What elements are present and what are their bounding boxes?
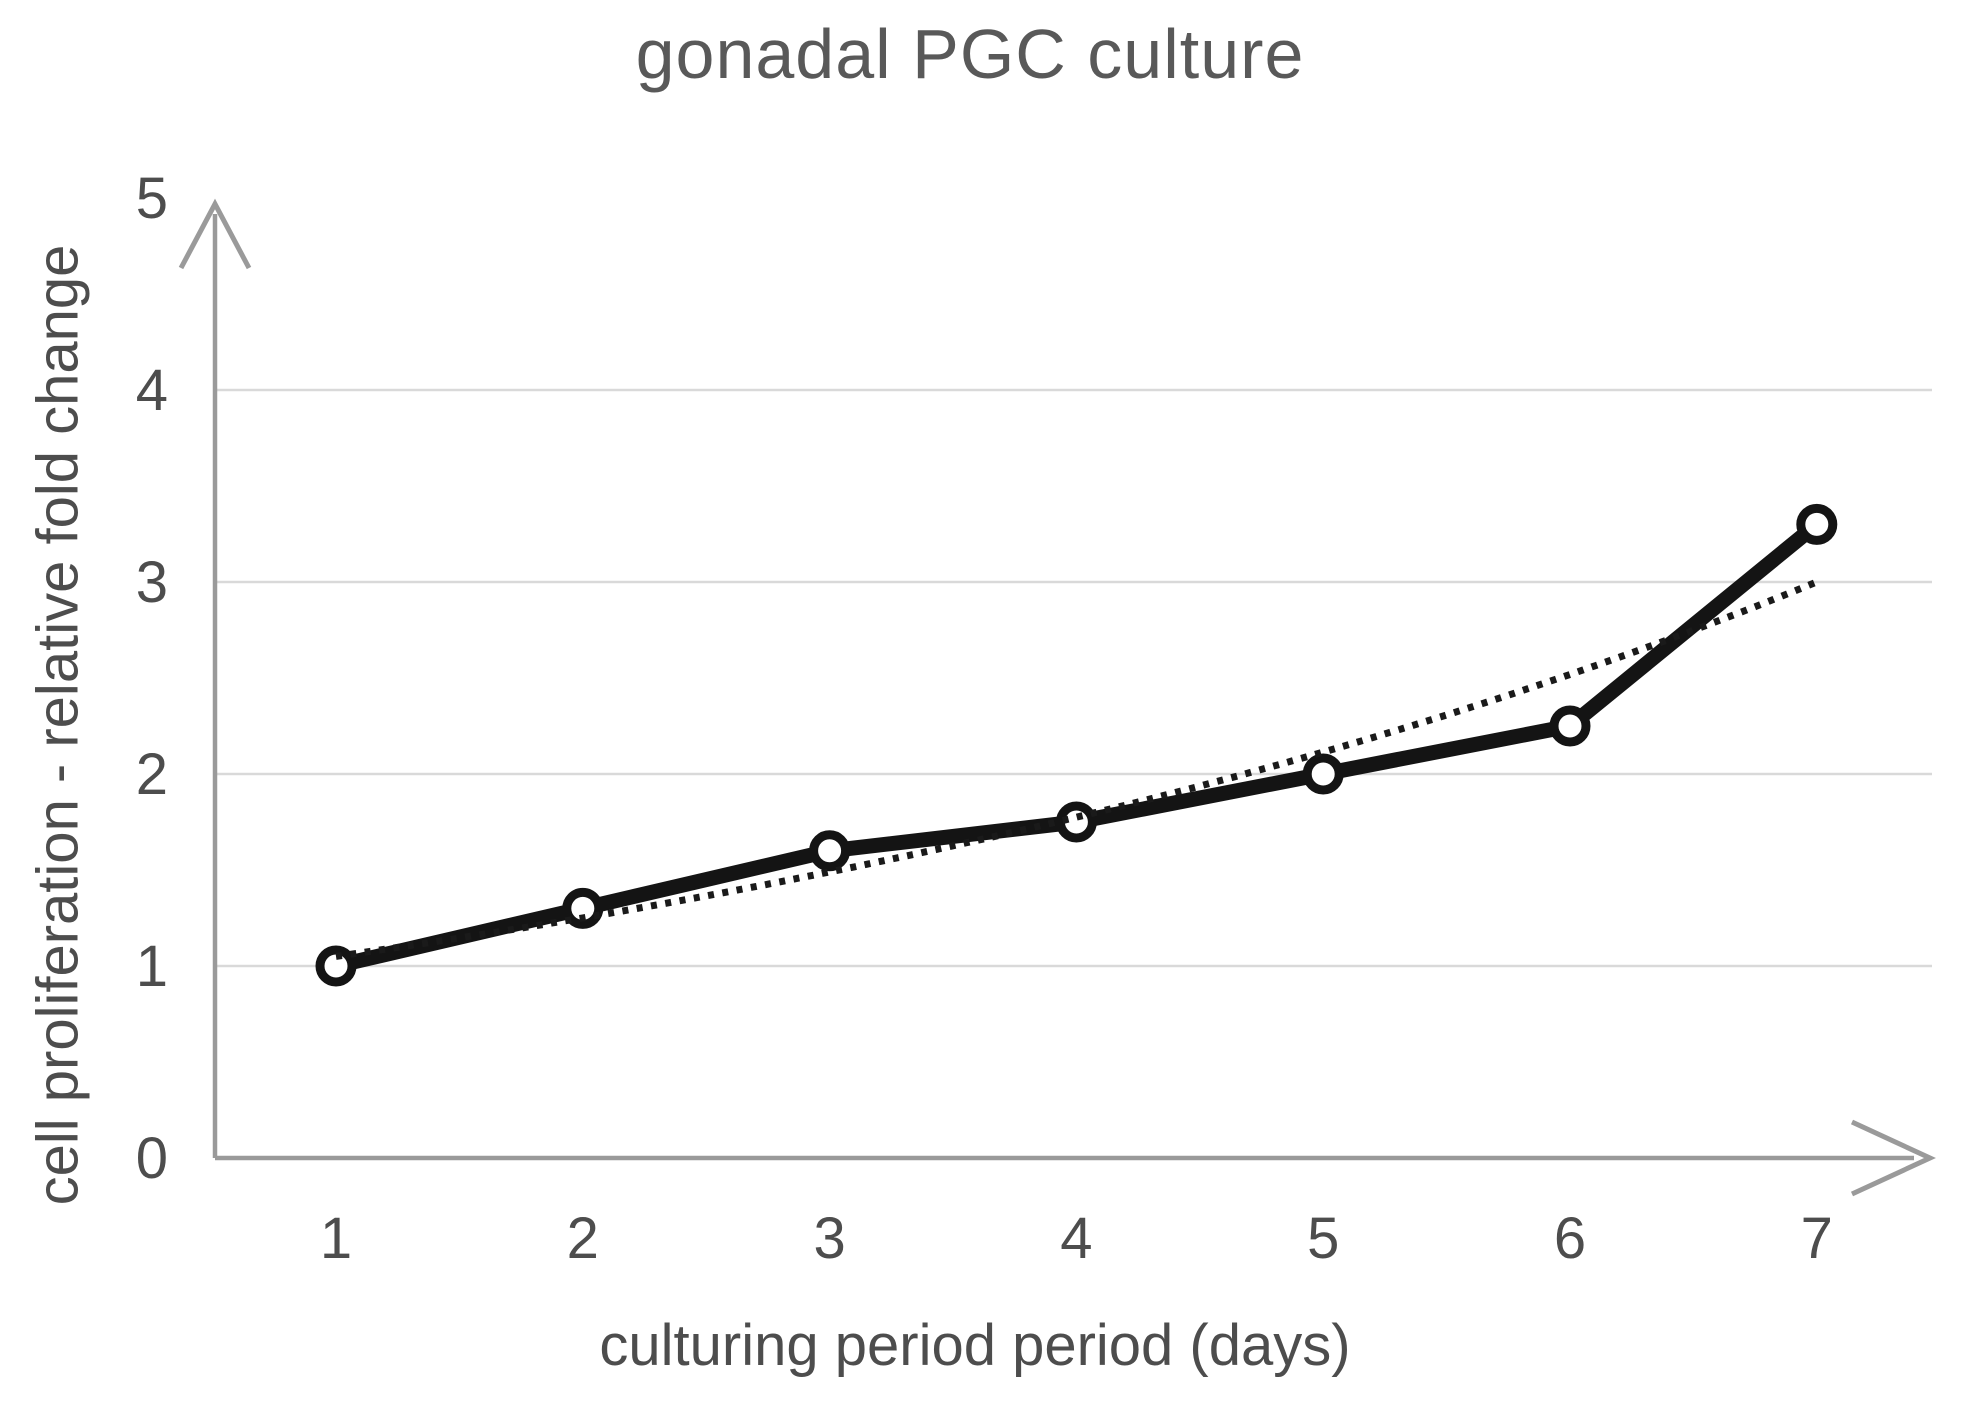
x-tick-label: 1 bbox=[320, 1206, 352, 1271]
chart-title: gonadal PGC culture bbox=[635, 15, 1305, 93]
trendline bbox=[335, 578, 1819, 960]
x-tick-label: 2 bbox=[567, 1206, 599, 1271]
y-tick-label: 4 bbox=[136, 358, 168, 423]
x-tick-label: 3 bbox=[813, 1206, 845, 1271]
data-point-marker bbox=[1549, 705, 1591, 747]
data-point-marker bbox=[562, 887, 604, 929]
data-point-marker bbox=[315, 945, 357, 987]
y-tick-label: 1 bbox=[136, 934, 168, 999]
data-point-marker bbox=[809, 830, 851, 872]
x-tick-label: 6 bbox=[1554, 1206, 1586, 1271]
data-point-marker bbox=[1796, 503, 1838, 545]
x-tick-label: 7 bbox=[1801, 1206, 1833, 1271]
y-axis-arrowhead-icon bbox=[178, 198, 252, 270]
x-tick-label: 5 bbox=[1307, 1206, 1339, 1271]
x-axis-title: culturing period period (days) bbox=[599, 1313, 1351, 1378]
data-point-marker bbox=[1302, 753, 1344, 795]
x-axis-arrowhead-icon bbox=[1850, 1119, 1936, 1197]
series-line bbox=[328, 516, 1825, 974]
y-tick-label: 3 bbox=[136, 550, 168, 615]
x-tick-label: 4 bbox=[1060, 1206, 1092, 1271]
y-tick-label: 5 bbox=[136, 166, 168, 231]
data-point-marker bbox=[1055, 801, 1097, 843]
y-tick-label: 2 bbox=[136, 742, 168, 807]
y-tick-label: 0 bbox=[136, 1126, 168, 1191]
